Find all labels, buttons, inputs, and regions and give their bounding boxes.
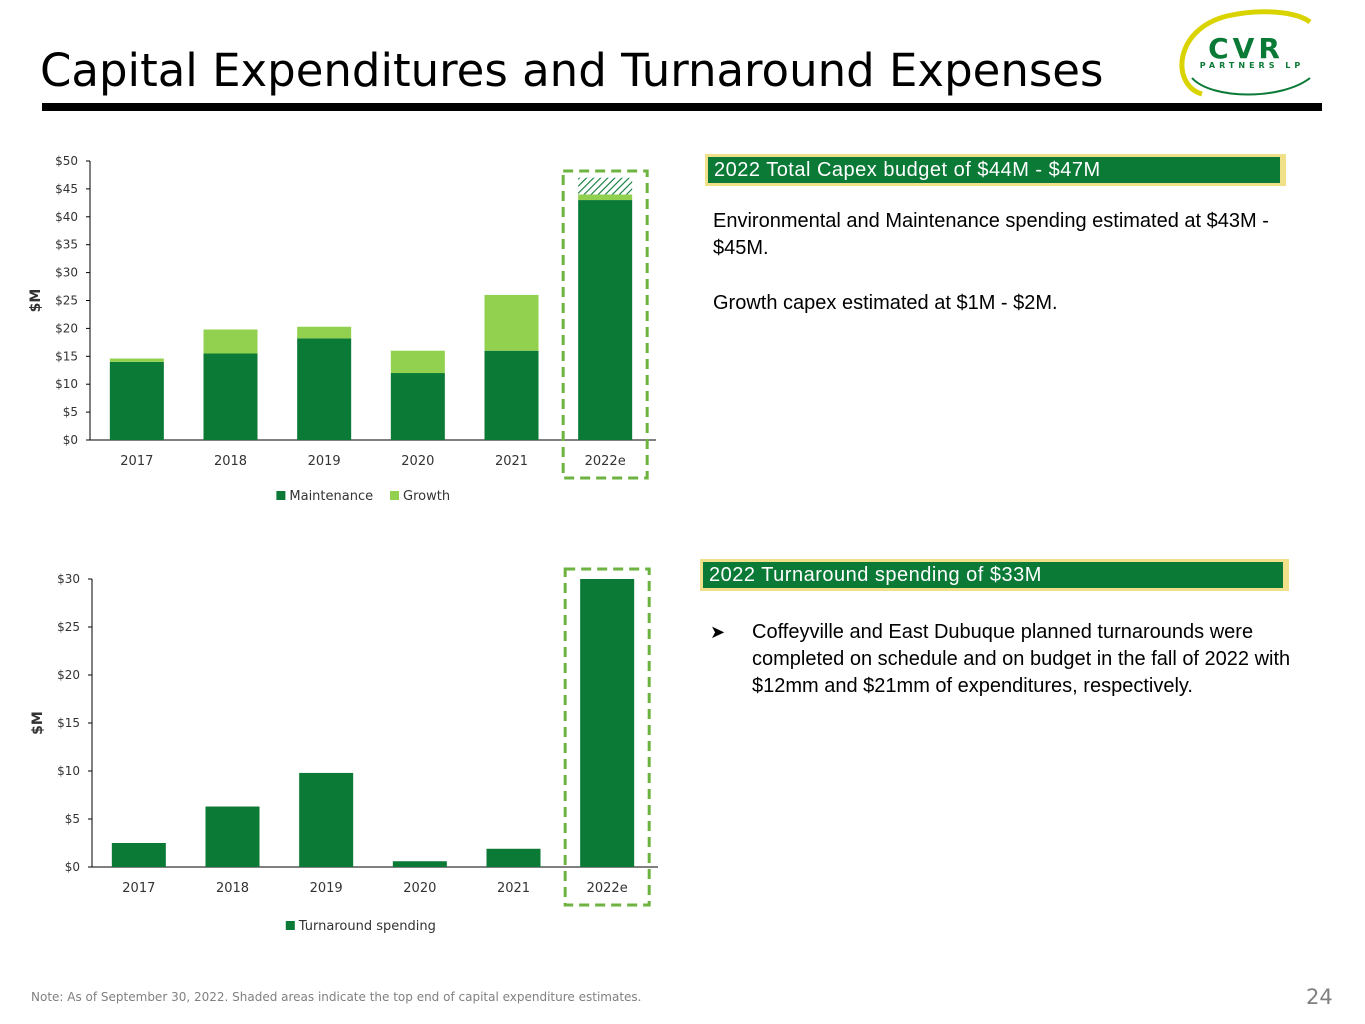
y-tick-label: $20 — [55, 321, 78, 335]
y-tick-label: $5 — [65, 812, 80, 826]
x-tick-label: 2019 — [308, 454, 341, 469]
y-tick-label: $25 — [55, 294, 78, 308]
capex-line-1: Environmental and Maintenance spending e… — [713, 210, 1269, 259]
bar-turnaround-spending — [580, 579, 635, 867]
y-tick-label: $20 — [57, 668, 80, 682]
x-tick-label: 2019 — [310, 881, 343, 896]
bar-maintenance — [578, 200, 633, 440]
capex-line-2: Growth capex estimated at $1M - $2M. — [713, 292, 1058, 314]
turnaround-box-header: 2022 Turnaround spending of $33M — [700, 559, 1289, 591]
y-axis-label: $M — [30, 711, 46, 735]
y-tick-label: $35 — [55, 238, 78, 252]
y-tick-label: $30 — [57, 572, 80, 586]
y-tick-label: $0 — [63, 433, 78, 447]
y-axis-label: $M — [28, 289, 44, 313]
bar-turnaround-spending — [392, 861, 447, 867]
x-tick-label: 2021 — [497, 881, 530, 896]
title-rule — [42, 103, 1322, 111]
bar-growth — [390, 350, 445, 374]
x-tick-label: 2020 — [401, 454, 434, 469]
cvr-logo: CVR PARTNERS LP — [1179, 9, 1312, 97]
y-tick-label: $50 — [55, 154, 78, 168]
legend-swatch-maintenance — [276, 491, 286, 500]
logo-sub: PARTNERS LP — [1200, 61, 1304, 70]
logo-name: CVR — [1208, 32, 1284, 65]
legend-label: Maintenance — [289, 489, 373, 504]
legend-swatch-growth — [390, 491, 399, 500]
bar-growth — [578, 194, 633, 201]
bar-maintenance — [390, 373, 445, 440]
x-tick-label: 2022e — [587, 881, 628, 896]
bar-maintenance — [484, 350, 539, 440]
legend-label: Growth — [403, 489, 450, 504]
bar-maintenance — [297, 338, 352, 440]
turnaround-chart: $0 $5 $10 $15 $20 $25 $30 $M 2017 2018 2019 2020 202… — [30, 567, 658, 934]
y-tick-label: $25 — [57, 620, 80, 634]
y-tick-label: $10 — [57, 764, 80, 778]
bar-growth — [109, 358, 164, 362]
y-tick-label: $45 — [55, 182, 78, 196]
page-title: Capital Expenditures and Turnaround Expe… — [40, 44, 1104, 97]
bar-turnaround-spending — [486, 848, 541, 867]
legend-swatch-turnaround-spending — [285, 921, 295, 930]
bar-turnaround-spending — [299, 772, 354, 867]
arrow-bullet-icon: ➤ — [710, 622, 726, 643]
footnote: Note: As of September 30, 2022. Shaded a… — [31, 990, 642, 1004]
bar-shaded-estimate — [578, 177, 633, 195]
x-tick-label: 2018 — [216, 881, 249, 896]
page-number: 24 — [1306, 985, 1333, 1009]
y-tick-label: $40 — [55, 210, 78, 224]
x-tick-label: 2020 — [403, 881, 436, 896]
bar-growth — [484, 294, 539, 351]
x-tick-label: 2017 — [120, 454, 153, 469]
y-tick-label: $15 — [57, 716, 80, 730]
capex-box-header: 2022 Total Capex budget of $44M - $47M — [705, 154, 1286, 186]
x-tick-label: 2022e — [585, 454, 626, 469]
x-tick-label: 2018 — [214, 454, 247, 469]
x-tick-label: 2021 — [495, 454, 528, 469]
turnaround-bullet-text: Coffeyville and East Dubuque planned tur… — [752, 621, 1291, 697]
legend-label: Turnaround spending — [298, 919, 436, 934]
bar-growth — [297, 326, 352, 339]
bar-maintenance — [203, 353, 258, 440]
x-tick-label: 2017 — [122, 881, 155, 896]
bar-growth — [203, 329, 258, 354]
y-tick-label: $0 — [65, 860, 80, 874]
highlight-box-2022e — [563, 567, 651, 907]
capex-chart: $0 $5 $10 $15 $20 $25 $30 $35 $40 $45 $50 $M 2017 201… — [28, 154, 656, 504]
bar-maintenance — [109, 361, 164, 440]
highlight-box-2022e — [561, 169, 649, 480]
y-tick-label: $10 — [55, 377, 78, 391]
y-tick-label: $30 — [55, 266, 78, 280]
y-tick-label: $15 — [55, 349, 78, 363]
y-tick-label: $5 — [63, 405, 78, 419]
bar-turnaround-spending — [205, 806, 260, 867]
bar-turnaround-spending — [111, 843, 166, 867]
